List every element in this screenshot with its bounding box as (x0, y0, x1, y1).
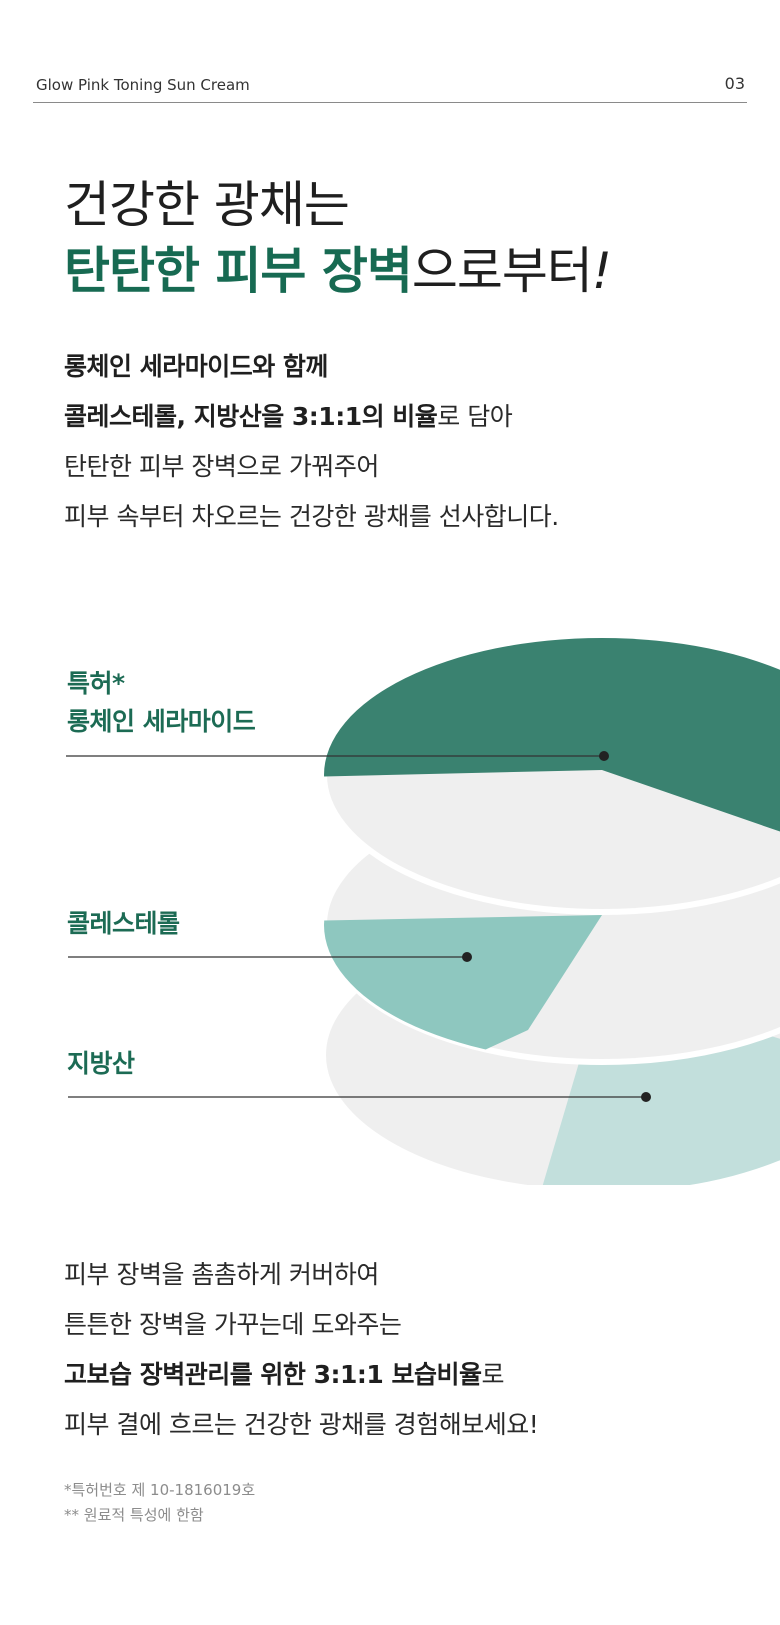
footnote-patent: *특허번호 제 10-1816019호 (64, 1481, 256, 1499)
label-fatty-acid-name: 지방산 (67, 1049, 135, 1078)
outro-line3-rest: 로 (481, 1360, 505, 1389)
slice-cholesterol (324, 915, 602, 1062)
layered-disc-illustration (66, 635, 780, 1194)
page-header: Glow Pink Toning Sun Cream 03 (33, 70, 747, 103)
headline-exclaim: ! (591, 242, 612, 300)
intro-line2-bold: 콜레스테롤, 지방산을 3:1:1의 비율 (64, 402, 438, 431)
page-number: 03 (724, 74, 745, 93)
label-fatty-acid: 지방산 (67, 1045, 135, 1083)
label-cholesterol-name: 콜레스테롤 (67, 909, 180, 938)
intro-line1: 롱체인 세라마이드와 함께 (64, 352, 328, 381)
outro-paragraph: 피부 장벽을 촘촘하게 커버하여 튼튼한 장벽을 가꾸는데 도와주는 고보습 장… (64, 1250, 539, 1450)
label-patent: 특허* (67, 669, 125, 698)
outro-line2: 튼튼한 장벽을 가꾸는데 도와주는 (64, 1310, 402, 1339)
intro-line3: 탄탄한 피부 장벽으로 가꿔주어 (64, 452, 379, 481)
footnotes: *특허번호 제 10-1816019호 ** 원료적 특성에 한함 (64, 1478, 255, 1528)
intro-line2-rest: 로 담아 (437, 402, 513, 431)
intro-line2: 콜레스테롤, 지방산을 3:1:1의 비율로 담아 (64, 392, 559, 442)
headline-line2: 탄탄한 피부 장벽으로부터! (64, 238, 612, 304)
outro-line3-bold: 고보습 장벽관리를 위한 3:1:1 보습비율 (64, 1360, 482, 1389)
intro-paragraph: 롱체인 세라마이드와 함께 콜레스테롤, 지방산을 3:1:1의 비율로 담아 … (64, 342, 559, 542)
outro-line3: 고보습 장벽관리를 위한 3:1:1 보습비율로 (64, 1350, 538, 1400)
footnote-material: ** 원료적 특성에 한함 (64, 1506, 204, 1524)
label-ceramide: 특허* 롱체인 세라마이드 (67, 665, 256, 741)
marker-dot-ceramide (599, 751, 609, 761)
label-ceramide-name: 롱체인 세라마이드 (67, 707, 256, 736)
label-cholesterol: 콜레스테롤 (67, 905, 180, 943)
marker-dot-fatty-acid (641, 1092, 651, 1102)
product-name: Glow Pink Toning Sun Cream (36, 76, 250, 94)
marker-dot-cholesterol (462, 952, 472, 962)
intro-line4: 피부 속부터 차오르는 건강한 광채를 선사합니다. (64, 502, 559, 531)
headline: 건강한 광채는 탄탄한 피부 장벽으로부터! (64, 172, 612, 304)
headline-highlight: 탄탄한 피부 장벽 (64, 242, 413, 300)
outro-line4: 피부 결에 흐르는 건강한 광채를 경험해보세요! (64, 1410, 539, 1439)
ratio-diagram: 특허* 롱체인 세라마이드 콜레스테롤 지방산 (0, 615, 780, 1194)
headline-rest: 으로부터 (411, 242, 593, 300)
headline-line1: 건강한 광채는 (64, 176, 350, 234)
outro-line1: 피부 장벽을 촘촘하게 커버하여 (64, 1260, 379, 1289)
